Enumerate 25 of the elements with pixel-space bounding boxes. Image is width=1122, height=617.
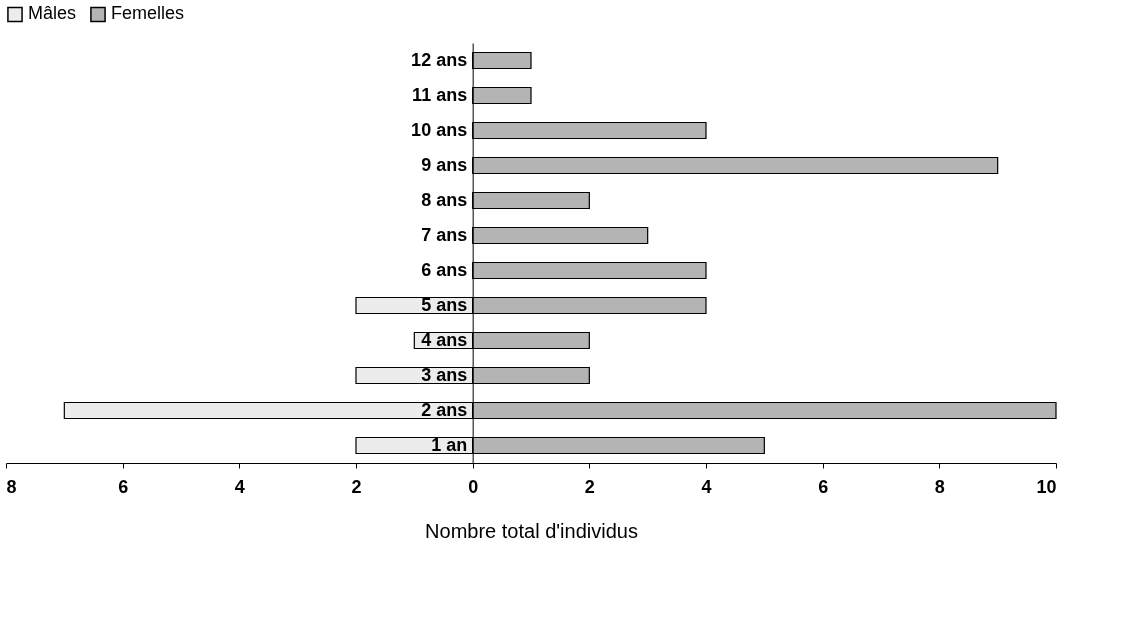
y-tick-label: 6 ans (421, 259, 468, 280)
x-tick-label: 6 (818, 476, 829, 497)
y-tick-label: 12 ans (411, 49, 468, 70)
y-tick-label: 9 ans (421, 154, 468, 175)
y-tick-label: 1 an (431, 434, 468, 455)
y-tick-label: 7 ans (421, 224, 468, 245)
x-tick-label: 8 (934, 476, 945, 497)
y-tick-label: 5 ans (421, 294, 468, 315)
x-tick-label: 4 (701, 476, 712, 497)
legend-label: Femelles (111, 3, 185, 24)
y-tick-label: 10 ans (411, 119, 468, 140)
x-tick-label: 2 (584, 476, 595, 497)
x-tick-label: 2 (351, 476, 362, 497)
x-tick-label: 6 (118, 476, 129, 497)
x-tick-label: 0 (468, 476, 479, 497)
y-tick-label: 11 ans (412, 84, 468, 105)
y-tick-label: 3 ans (421, 364, 468, 385)
y-tick-label: 4 ans (421, 329, 468, 350)
y-tick-label: 2 ans (421, 399, 468, 420)
legend-label: Mâles (28, 3, 77, 24)
x-axis-title: Nombre total d'individus (425, 519, 638, 542)
x-tick-label: 8 (6, 476, 17, 497)
y-tick-label: 8 ans (421, 189, 468, 210)
x-tick-label: 10 (1036, 476, 1057, 497)
x-tick-label: 4 (234, 476, 245, 497)
